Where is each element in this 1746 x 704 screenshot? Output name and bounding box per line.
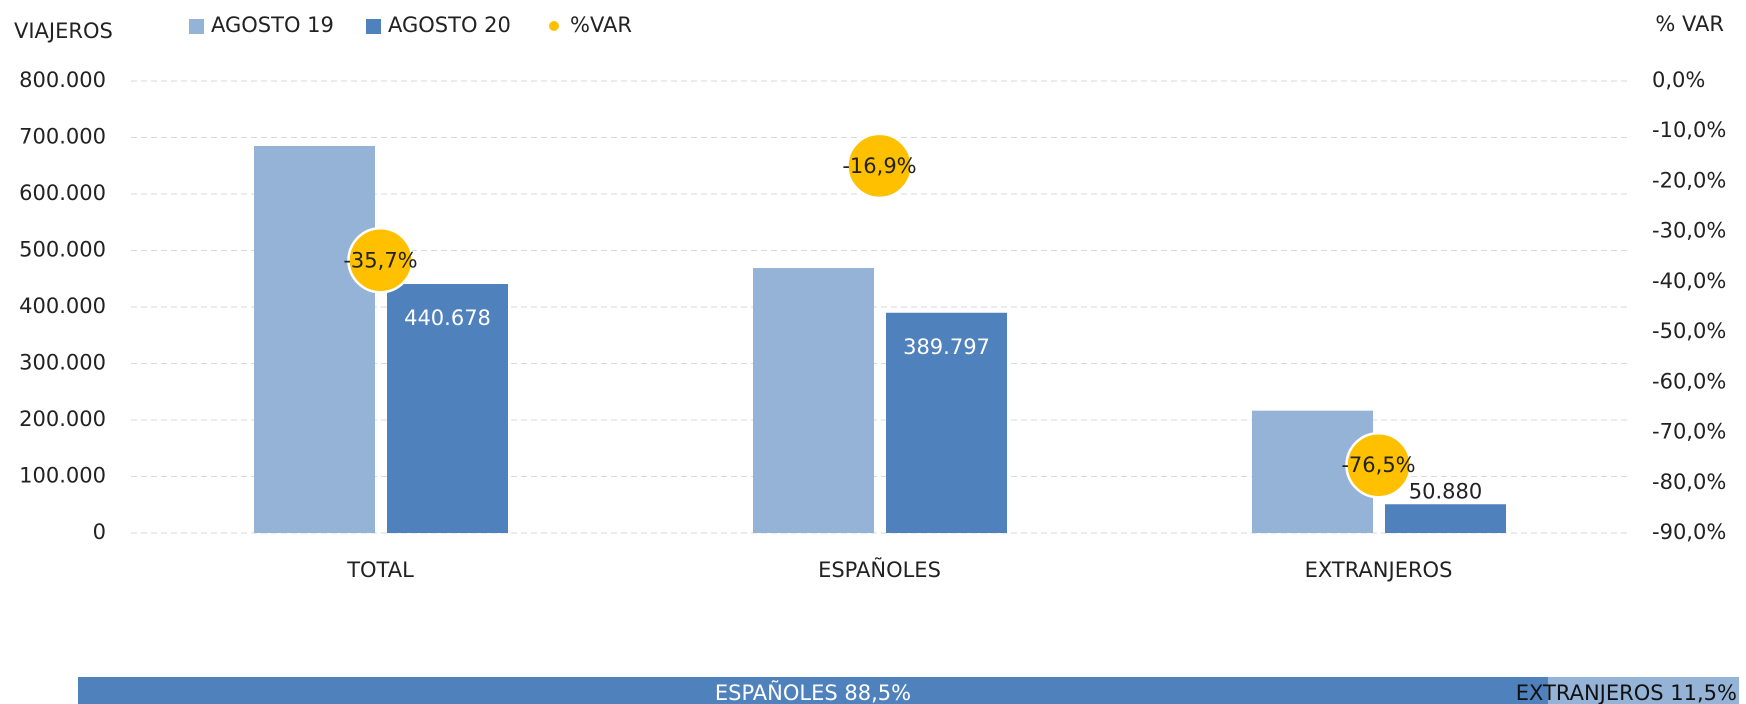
y2-tick-label: -30,0% xyxy=(1652,219,1726,243)
y-tick-label: 200.000 xyxy=(19,407,106,431)
legend-label: AGOSTO 20 xyxy=(388,13,511,37)
y-tick-label: 700.000 xyxy=(19,125,106,149)
data-label: -35,7% xyxy=(343,248,417,272)
y-tick-label: 800.000 xyxy=(19,68,106,92)
y2-tick-label: -80,0% xyxy=(1652,470,1726,494)
data-label: 440.678 xyxy=(404,306,491,330)
share-category: ESPAÑOLES xyxy=(715,679,838,704)
y-axis-title: VIAJEROS xyxy=(14,19,113,43)
y2-tick-label: -40,0% xyxy=(1652,269,1726,293)
y2-tick-label: -10,0% xyxy=(1652,118,1726,142)
bar xyxy=(387,284,508,533)
legend-label: %VAR xyxy=(570,13,632,37)
x-tick-label: EXTRANJEROS xyxy=(1305,558,1453,582)
y2-tick-label: -70,0% xyxy=(1652,420,1726,444)
data-label: 50.880 xyxy=(1409,479,1482,503)
legend-label: AGOSTO 19 xyxy=(211,13,334,37)
data-label: -16,9% xyxy=(842,154,916,178)
var-marker xyxy=(347,227,414,294)
y-tick-label: 600.000 xyxy=(19,181,106,205)
share-label: EXTRANJEROS 11,5% xyxy=(1516,681,1737,704)
x-tick-label: ESPAÑOLES xyxy=(818,556,941,582)
y2-tick-label: -50,0% xyxy=(1652,319,1726,343)
y-tick-label: 500.000 xyxy=(19,238,106,262)
data-label: 389.797 xyxy=(903,335,990,359)
bar xyxy=(254,145,375,533)
y2-tick-label: -20,0% xyxy=(1652,168,1726,192)
x-tick-label: TOTAL xyxy=(346,558,414,582)
legend-swatch xyxy=(549,21,559,31)
share-segment xyxy=(1547,677,1739,704)
share-value: 11,5% xyxy=(1670,681,1737,704)
share-category: EXTRANJEROS xyxy=(1516,681,1664,704)
var-marker xyxy=(846,132,913,200)
var-marker xyxy=(1345,431,1412,499)
y-tick-label: 0 xyxy=(93,520,106,544)
y2-axis-title: % VAR xyxy=(1655,12,1724,36)
bar xyxy=(886,312,1007,533)
data-label: -76,5% xyxy=(1341,453,1415,477)
bar xyxy=(753,268,874,533)
y2-tick-label: -90,0% xyxy=(1652,520,1726,544)
y2-tick-label: 0,0% xyxy=(1652,68,1705,92)
share-label: ESPAÑOLES 88,5% xyxy=(715,679,911,704)
y-tick-label: 100.000 xyxy=(19,464,106,488)
share-segment xyxy=(78,677,1548,704)
legend-swatch xyxy=(366,19,381,34)
share-value: 88,5% xyxy=(844,681,911,704)
legend-swatch xyxy=(189,19,204,34)
y-tick-label: 300.000 xyxy=(19,351,106,375)
bar xyxy=(1385,504,1506,533)
y2-tick-label: -60,0% xyxy=(1652,369,1726,393)
y-tick-label: 400.000 xyxy=(19,294,106,318)
